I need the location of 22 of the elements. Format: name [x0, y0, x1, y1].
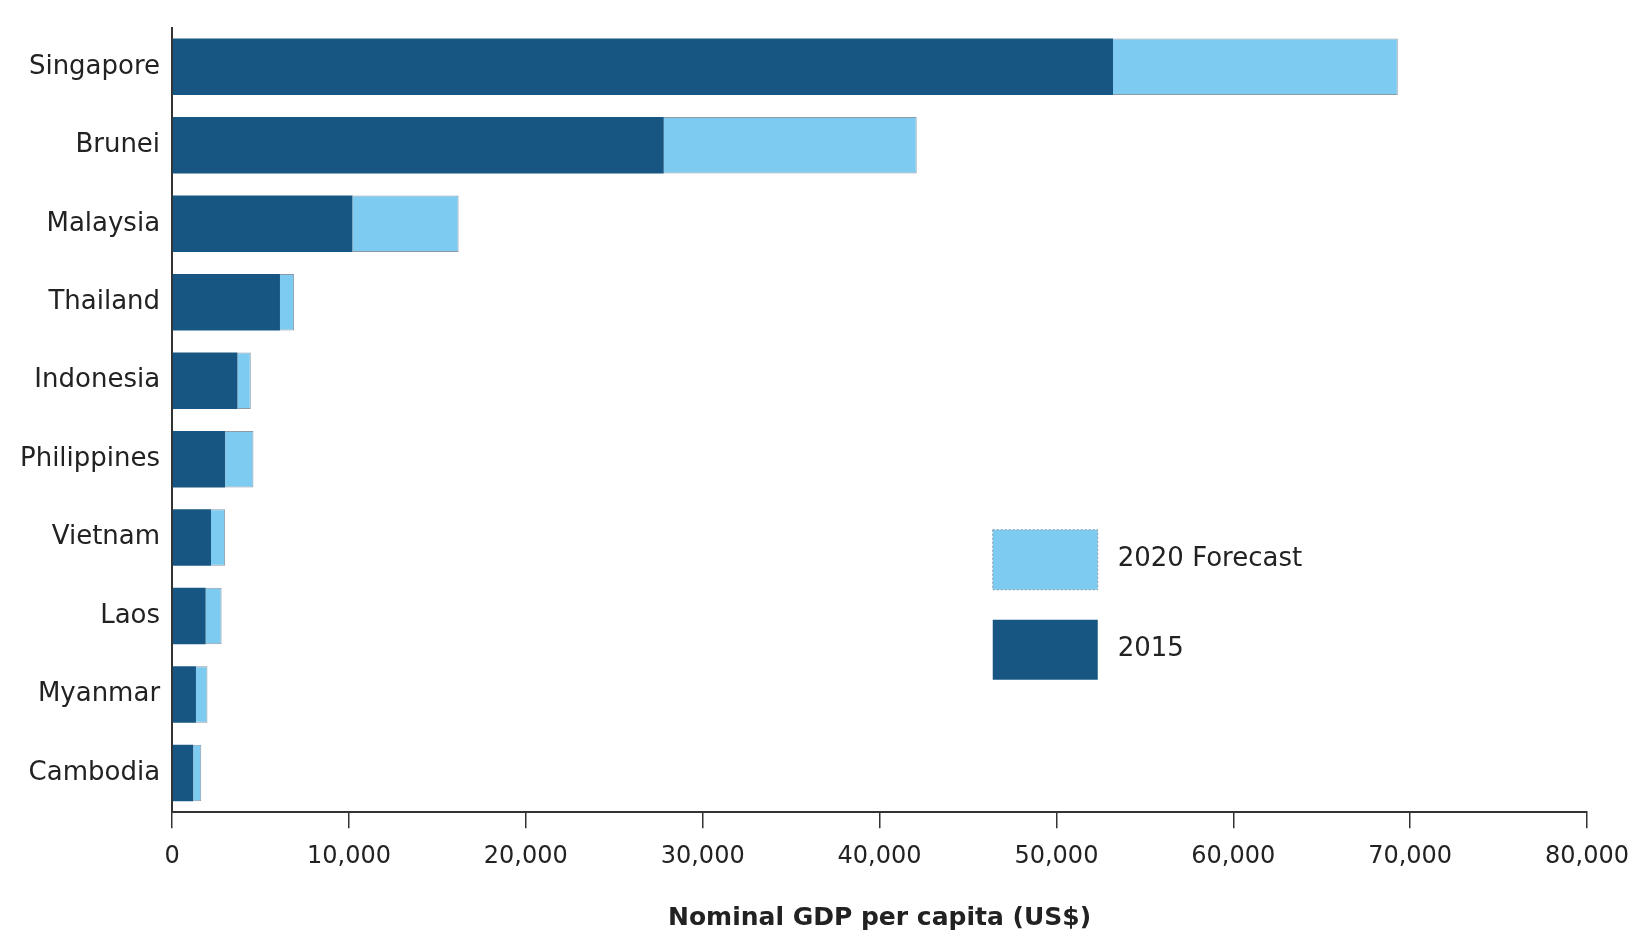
- y-tick-label: Laos: [100, 598, 161, 629]
- x-tick-label: 10,000: [306, 840, 391, 869]
- y-tick-label: Philippines: [19, 441, 161, 472]
- x-tick-label: 20,000: [483, 840, 568, 869]
- x-tick-label: 30,000: [660, 840, 745, 869]
- x-tick-label: 40,000: [837, 840, 922, 869]
- y-tick-label: Thailand: [47, 284, 161, 315]
- y-tick-label: Brunei: [75, 128, 161, 159]
- y-tick-label: Myanmar: [37, 677, 161, 708]
- x-tick-label: 70,000: [1368, 840, 1453, 869]
- y-tick-label: Singapore: [28, 49, 161, 80]
- legend-label: 2015: [1117, 632, 1184, 663]
- y-tick-label: Malaysia: [46, 206, 161, 237]
- x-tick-label: 50,000: [1014, 840, 1099, 869]
- x-axis-title: Nominal GDP per capita (US$): [668, 901, 1092, 931]
- legend-label: 2020 Forecast: [1117, 542, 1303, 573]
- x-tick-label: 60,000: [1191, 840, 1276, 869]
- y-tick-label: Vietnam: [51, 520, 161, 551]
- x-tick-label: 80,000: [1545, 840, 1629, 869]
- y-tick-label: Indonesia: [34, 363, 161, 394]
- y-tick-label: Cambodia: [28, 755, 161, 786]
- x-tick-label: 0: [164, 840, 180, 869]
